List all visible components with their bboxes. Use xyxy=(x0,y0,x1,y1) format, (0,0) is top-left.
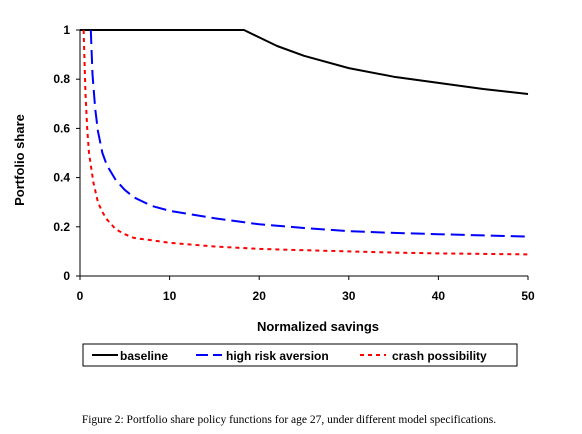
legend-label-baseline: baseline xyxy=(120,349,168,363)
x-tick-label: 0 xyxy=(77,289,84,303)
y-tick-label: 0 xyxy=(63,269,70,283)
legend-box xyxy=(82,343,518,367)
axis-ticks xyxy=(76,29,529,280)
x-tick-label: 30 xyxy=(342,289,356,303)
y-tick-label: 0.2 xyxy=(53,220,70,234)
x-tick-label: 20 xyxy=(253,289,267,303)
figure-caption: Figure 2: Portfolio share policy functio… xyxy=(82,414,496,426)
legend-label-crash-possibility: crash possibility xyxy=(392,349,487,363)
y-tick-label: 0.6 xyxy=(53,121,70,135)
series-line-baseline xyxy=(80,29,529,95)
y-tick-label: 1 xyxy=(63,23,70,37)
y-tick-label: 0.8 xyxy=(53,72,70,86)
legend: baseline high risk aversion crash possib… xyxy=(82,343,518,367)
tick-labels: 00.20.40.60.810 10 20 30 40 50 xyxy=(53,23,535,303)
plot-lines xyxy=(80,29,529,256)
x-tick-label: 40 xyxy=(432,289,446,303)
x-axis-label: Normalized savings xyxy=(257,319,379,334)
y-axis-label: Portfolio share xyxy=(12,114,27,206)
legend-label-high-risk-aversion: high risk aversion xyxy=(226,349,329,363)
series-line-high-risk-aversion xyxy=(89,29,529,238)
x-tick-label: 50 xyxy=(521,289,535,303)
y-tick-label: 0.4 xyxy=(53,171,70,185)
series-line-crash-possibility xyxy=(82,29,529,256)
x-tick-label: 10 xyxy=(163,289,177,303)
